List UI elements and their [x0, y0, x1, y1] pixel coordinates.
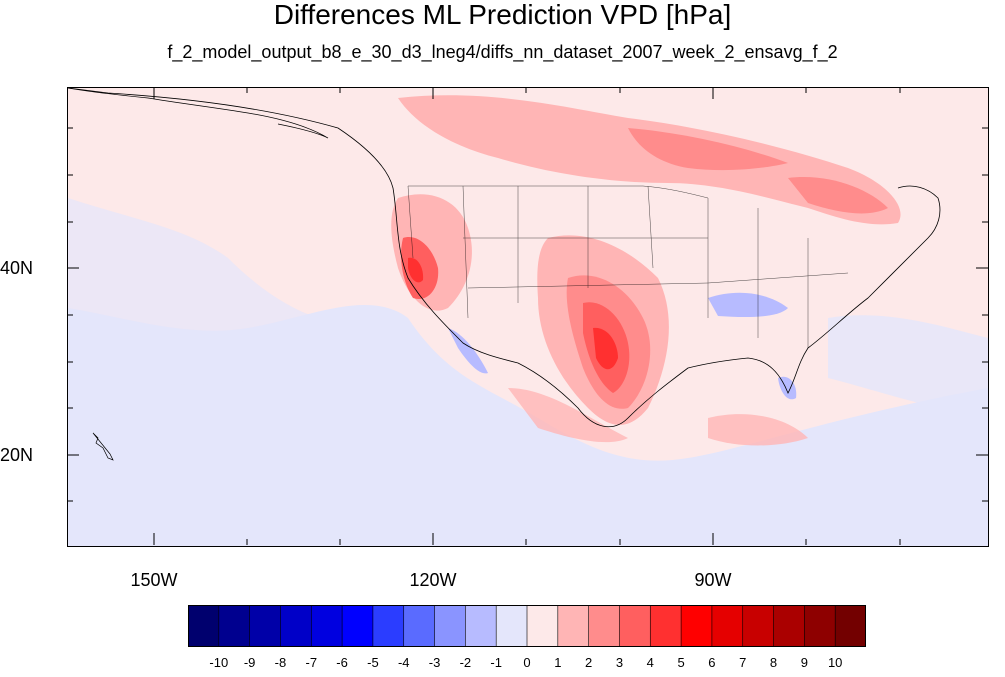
- lat-label-20n: 20N: [0, 445, 34, 465]
- colorbar-swatch: [680, 604, 713, 648]
- colorbar-swatch: [465, 604, 497, 648]
- colorbar-label: -8: [274, 655, 287, 670]
- colorbar-swatch: [649, 604, 682, 648]
- colorbar-swatch: [341, 604, 374, 648]
- lon-label-120w: 120W: [409, 570, 457, 590]
- colorbar-swatch: [310, 604, 343, 648]
- colorbar-label: 2: [585, 655, 593, 670]
- colorbar-swatch: [372, 604, 405, 648]
- colorbar-label: 0: [523, 655, 531, 670]
- state-borders: [407, 185, 849, 348]
- colorbar-swatch: [711, 604, 744, 648]
- canada-strong-positive: [628, 128, 788, 171]
- colorbar-swatch: [588, 604, 621, 648]
- map-subtitle: f_2_model_output_b8_e_30_d3_lneg4/diffs_…: [167, 42, 838, 62]
- lon-label-150w: 150W: [130, 570, 178, 590]
- colorbar-label: -9: [243, 655, 256, 670]
- colorbar-swatch: [773, 604, 806, 648]
- colorbar-label: 8: [769, 655, 778, 670]
- colorbar-swatch: [434, 604, 467, 648]
- lat-label-40n: 40N: [0, 258, 34, 278]
- map-plot-area: [67, 87, 989, 547]
- colorbar-swatch: [249, 604, 282, 648]
- colorbar-label: 9: [800, 655, 808, 670]
- canada-east-positive: [788, 177, 888, 214]
- baja-negative: [448, 328, 488, 374]
- colorbar-label: 7: [739, 655, 747, 670]
- colorbar-label: -4: [397, 655, 410, 670]
- colorbar-swatch: [187, 604, 220, 648]
- colorbar-label: -6: [336, 655, 348, 670]
- pacific-negative-region: [68, 198, 318, 385]
- colorbar-swatch: [804, 604, 836, 648]
- colorbar-label: 3: [615, 655, 624, 670]
- vpd-difference-map: [68, 88, 988, 546]
- colorbar-label: 6: [708, 655, 716, 670]
- colorbar-label: -3: [428, 655, 441, 670]
- colorbar-swatch: [557, 604, 590, 648]
- colorbar-swatch: [403, 604, 436, 648]
- colorbar-label: -2: [459, 655, 472, 670]
- coastline: [68, 88, 941, 427]
- colorbar-swatch: [619, 604, 652, 648]
- colorbar-label: 5: [677, 655, 685, 670]
- colorbar: [187, 604, 867, 648]
- colorbar-swatch: [526, 604, 559, 648]
- colorbar-label: 4: [646, 655, 654, 670]
- lon-label-90w: 90W: [694, 570, 732, 590]
- map-title: Differences ML Prediction VPD [hPa]: [273, 0, 732, 30]
- colorbar-label: 1: [554, 655, 562, 670]
- canada-positive-region: [398, 95, 901, 225]
- colorbar-swatch: [834, 604, 867, 648]
- california-strong: [408, 257, 424, 283]
- east-us-negative: [708, 292, 788, 318]
- colorbar-label: -1: [490, 655, 502, 670]
- colorbar-swatch: [495, 604, 528, 648]
- hawaii-islands: [92, 432, 114, 461]
- colorbar-swatch: [742, 604, 775, 648]
- colorbar-label: -10: [209, 655, 229, 670]
- caribbean-positive: [708, 414, 808, 446]
- colorbar-swatch: [280, 604, 313, 648]
- colorbar-label: -7: [305, 655, 318, 670]
- colorbar-outline: [188, 605, 866, 647]
- mexico-positive: [508, 388, 628, 443]
- alaska-coast: [68, 88, 329, 139]
- texas-core: [593, 327, 618, 370]
- colorbar-label: -5: [367, 655, 379, 670]
- colorbar-swatch: [218, 604, 251, 648]
- colorbar-label: 10: [827, 655, 843, 670]
- atlantic-negative-region: [828, 315, 988, 418]
